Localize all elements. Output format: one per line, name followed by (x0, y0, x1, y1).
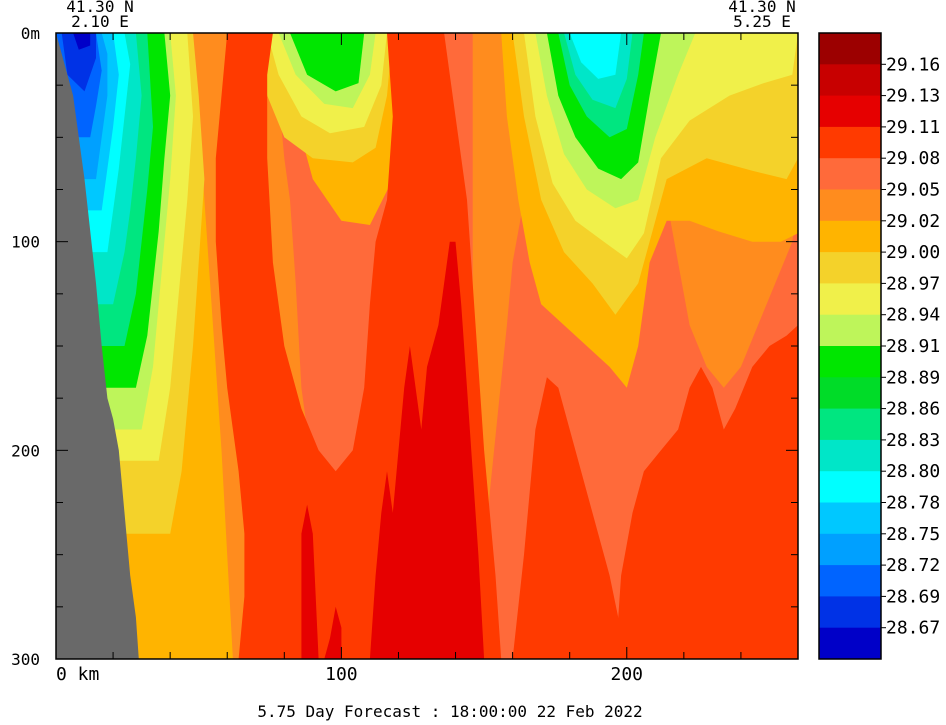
colorbar-label: 28.67 (886, 618, 940, 639)
axis-ticks (55, 32, 799, 660)
y-tick-label: 0m (21, 24, 40, 43)
colorbar-band (819, 565, 881, 597)
colorbar-label: 29.11 (886, 117, 940, 138)
colorbar-label: 29.00 (886, 242, 940, 263)
colorbar-band (819, 408, 881, 441)
colorbar-band (819, 283, 881, 316)
axis-labels: 0 km 100 200 0m 100 200 300 (11, 24, 643, 685)
colorbar-band (819, 220, 881, 253)
colorbar (819, 33, 881, 660)
y-tick-label: 100 (11, 233, 40, 252)
colorbar-label: 28.94 (886, 305, 940, 326)
colorbar-label: 28.72 (886, 555, 940, 576)
colorbar-band (819, 439, 881, 472)
colorbar-band (819, 95, 881, 128)
left-longitude-label: 2.10 E (71, 12, 129, 31)
contour-region-34 (369, 241, 485, 659)
contour-region-33 (324, 606, 342, 659)
forecast-label: 5.75 Day Forecast : 18:00:00 22 Feb 2022 (257, 702, 642, 721)
colorbar-label: 29.08 (886, 148, 940, 169)
colorbar-band (819, 252, 881, 284)
colorbar-label: 29.13 (886, 86, 940, 107)
colorbar-band (819, 33, 881, 65)
colorbar-label: 29.16 (886, 54, 940, 75)
colorbar-labels: 29.16 29.13 29.11 29.08 29.05 29.02 29.00 28.97… (881, 54, 940, 639)
x-tick-label: 0 km (56, 664, 99, 685)
colorbar-label: 28.89 (886, 367, 940, 388)
land-mask (56, 33, 139, 659)
colorbar-band (819, 377, 881, 410)
colorbar-band (819, 346, 881, 378)
colorbar-band (819, 126, 881, 159)
y-tick-label: 200 (11, 441, 40, 460)
colorbar-label: 28.86 (886, 399, 940, 420)
colorbar-band (819, 189, 881, 222)
colorbar-band (819, 64, 881, 97)
colorbar-label: 28.80 (886, 461, 940, 482)
colorbar-band (819, 627, 881, 660)
colorbar-label: 28.97 (886, 273, 940, 294)
contour-region-16 (290, 33, 365, 92)
colorbar-label: 29.02 (886, 211, 940, 232)
y-tick-label: 300 (11, 650, 40, 669)
right-longitude-label: 5.25 E (733, 12, 791, 31)
colorbar-label: 28.91 (886, 336, 940, 357)
contour-region-32 (301, 504, 319, 659)
colorbar-band (819, 596, 881, 629)
colorbar-label: 29.05 (886, 180, 940, 201)
left-latitude-label: 41.30 N (66, 0, 133, 16)
x-tick-label: 200 (611, 664, 644, 685)
colorbar-band (819, 158, 881, 190)
colorbar-band (819, 471, 881, 503)
contour-region-28 (73, 33, 91, 50)
colorbar-band (819, 533, 881, 566)
contour-region-31 (615, 325, 798, 659)
colorbar-label: 28.78 (886, 493, 940, 514)
contour-region-30 (512, 377, 627, 659)
colorbar-band (819, 502, 881, 535)
right-latitude-label: 41.30 N (728, 0, 795, 16)
x-tick-label: 100 (325, 664, 358, 685)
colorbar-label: 28.83 (886, 430, 940, 451)
contour-region-27 (61, 33, 96, 92)
colorbar-band (819, 314, 881, 347)
colorbar-label: 28.69 (886, 586, 940, 607)
contour-field (56, 33, 798, 659)
colorbar-label: 28.75 (886, 524, 940, 545)
contour-region-23 (569, 33, 622, 79)
